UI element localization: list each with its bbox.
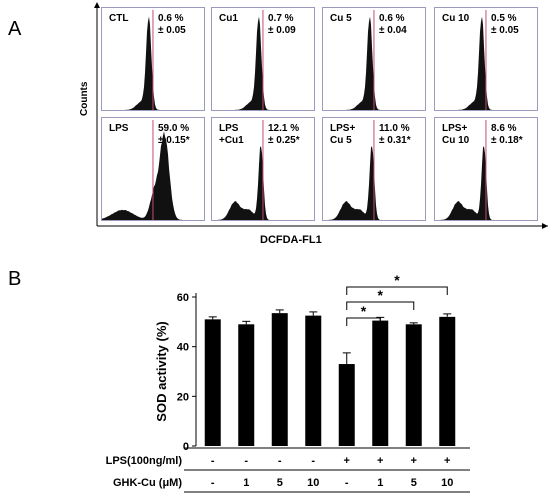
bar [305, 315, 322, 446]
ghk-cell: 1 [243, 477, 249, 489]
histogram-percent: 59.0 % ± 0.15* [158, 123, 190, 146]
histogram-sample-label: Cu 5 [330, 13, 352, 24]
histogram-percent: 0.7 % ± 0.09 [268, 13, 296, 36]
histogram-panel: CTL 0.6 % ± 0.05 [101, 7, 205, 111]
panel-b-letter: B [8, 268, 22, 290]
significance-bracket [346, 317, 381, 326]
row-label-ghk: GHK-Cu (μM) [113, 477, 182, 489]
bar [372, 320, 389, 446]
y-arrowhead [94, 2, 100, 8]
lps-cell: + [377, 455, 383, 467]
ghk-cell: 5 [411, 477, 417, 489]
lps-cell: + [444, 455, 450, 467]
histogram-panel: Cu 5 0.6 % ± 0.04 [322, 7, 426, 111]
row-label-lps: LPS(100ng/ml) [106, 455, 183, 467]
bar [338, 364, 355, 446]
histogram-sample-label: LPS [109, 123, 129, 134]
histogram-percent: 12.1 % ± 0.25* [268, 123, 300, 146]
histogram-sample-label: Cu 10 [442, 13, 470, 24]
histogram-sample-label: LPS+ Cu 5 [330, 123, 356, 146]
panel-a-letter: A [8, 18, 22, 40]
lps-cell: - [311, 455, 315, 467]
histogram-panel: Cu 10 0.5 % ± 0.05 [434, 7, 538, 111]
histogram-percent: 0.5 % ± 0.05 [491, 13, 519, 36]
panel-a-axes [94, 2, 548, 229]
ghk-cell: 10 [441, 477, 453, 489]
lps-cell: - [278, 455, 282, 467]
histogram-sample-label: LPS +Cu1 [219, 123, 244, 146]
significance-bracket [346, 286, 448, 295]
bar [439, 316, 456, 446]
x-axis-label-dcfda: DCFDA-FL1 [260, 234, 322, 246]
ghk-cell: 1 [377, 477, 383, 489]
y-tick-label: 60 [177, 292, 189, 304]
histogram-percent: 11.0 % ± 0.31* [379, 123, 411, 146]
y-tick-label: 40 [177, 342, 189, 354]
y-axis-label: SOD activity (%) [154, 321, 169, 421]
bar [405, 324, 422, 446]
y-tick-label: 20 [177, 391, 189, 403]
histogram-panel: LPS 59.0 % ± 0.15* [101, 117, 205, 221]
histogram-panel: LPS+ Cu 10 8.6 % ± 0.18* [434, 117, 538, 221]
histogram-sample-label: CTL [109, 13, 129, 24]
histogram-percent: 0.6 % ± 0.05 [158, 13, 186, 36]
histogram-panel: LPS+ Cu 5 11.0 % ± 0.31* [322, 117, 426, 221]
ghk-cell: 5 [277, 477, 283, 489]
bar [271, 313, 288, 446]
significance-star: * [394, 272, 400, 288]
ghk-cell: - [345, 477, 349, 489]
histogram-percent: 0.6 % ± 0.04 [379, 13, 407, 36]
ghk-cell: 10 [307, 477, 319, 489]
histogram-panel: Cu1 0.7 % ± 0.09 [211, 7, 315, 111]
significance-star: * [378, 287, 384, 303]
y-tick-label: 0 [183, 441, 189, 453]
lps-cell: - [211, 455, 215, 467]
significance-star: * [361, 303, 367, 319]
histogram-sample-label: Cu1 [219, 13, 238, 24]
ghk-cell: - [211, 477, 215, 489]
lps-cell: + [344, 455, 350, 467]
histogram-sample-label: LPS+ Cu 10 [442, 123, 470, 146]
bar [238, 324, 255, 446]
significance-bracket [346, 301, 415, 310]
bar [204, 319, 221, 446]
histogram-percent: 8.6 % ± 0.18* [491, 123, 523, 146]
histogram-panel: LPS +Cu1 12.1 % ± 0.25* [211, 117, 315, 221]
lps-cell: + [411, 455, 417, 467]
x-arrowhead [542, 223, 548, 229]
lps-cell: - [244, 455, 248, 467]
